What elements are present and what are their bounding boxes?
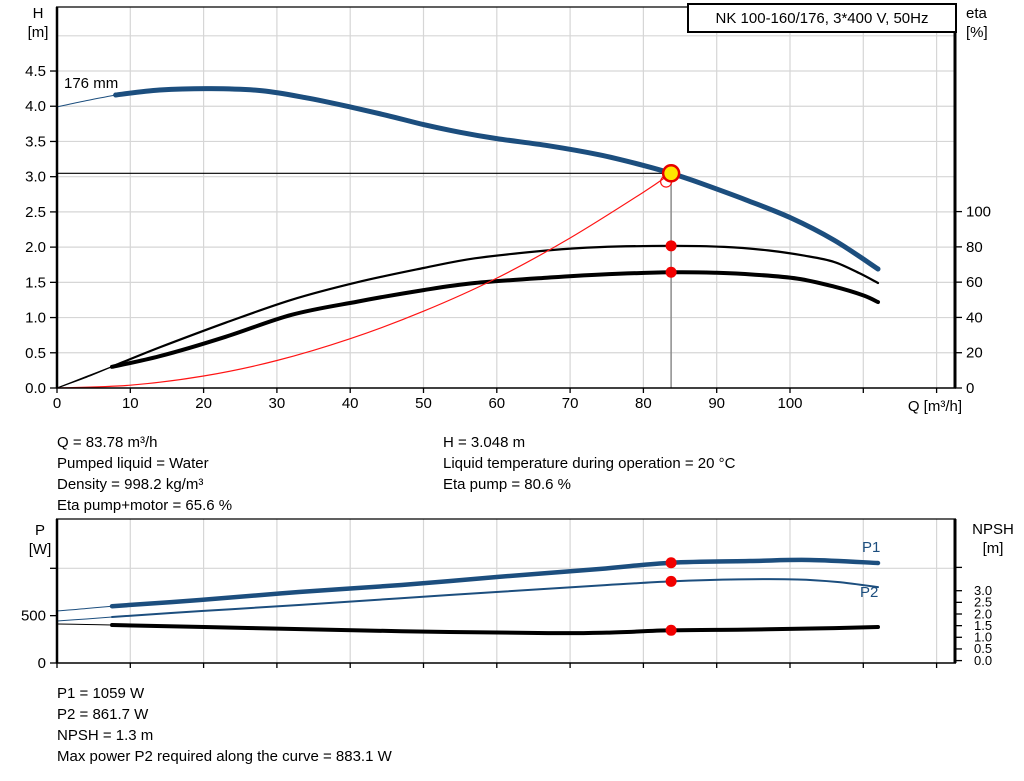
p2-point — [665, 575, 677, 587]
y-right-tick-label: 2.0 — [974, 606, 992, 621]
power-npsh-chart: 0 500 0.00.51.01.52.02.53.0 — [21, 518, 992, 672]
p2-curve — [111, 578, 879, 618]
y-left-tick-label: 4.0 — [25, 98, 46, 115]
y-right-tick-label: 80 — [966, 239, 983, 256]
y-left-tick-label: 500 — [21, 608, 46, 625]
q-axis-label: Q [m³/h] — [907, 398, 962, 415]
y-right-tick-label: 0 — [966, 380, 974, 397]
x-tick-label: 100 — [777, 395, 802, 412]
power-info-block: P1 = 1059 W P2 = 861.7 W NPSH = 1.3 m Ma… — [57, 683, 392, 767]
info-line-p2: P2 = 861.7 W — [57, 706, 149, 723]
y-left-tick-label: 4.5 — [25, 63, 46, 80]
x-tick-label: 30 — [269, 395, 286, 412]
info-line-eta-pump-motor: Eta pump+motor = 65.6 % — [57, 497, 233, 514]
y-right-tick-label: 3.0 — [974, 583, 992, 598]
y-right-tick-label: 0.0 — [974, 653, 992, 668]
y-left-tick-label: 2.5 — [25, 204, 46, 221]
p1-curve — [109, 557, 881, 609]
npsh-axis-label: NPSH [m] — [972, 521, 1014, 557]
y-right-tick-label: 60 — [966, 274, 983, 291]
y-left-tick-label: 1.0 — [25, 310, 46, 327]
y-right-tick-label: 2.5 — [974, 595, 992, 610]
x-tick-label: 40 — [342, 395, 359, 412]
info-line-h: H = 3.048 m — [443, 434, 526, 451]
h-axis-label: H [m] — [27, 5, 49, 41]
info-line-p1: P1 = 1059 W — [57, 685, 145, 702]
x-tick-label: 60 — [488, 395, 505, 412]
y-left-tick-label: 0.5 — [25, 345, 46, 362]
p1-point — [665, 557, 677, 569]
y-right-tick-label: 100 — [966, 204, 991, 221]
qh-eta-chart: 0 10 20 30 40 50 60 70 80 90 100 0.0 0.5 1.0 1.5 2.0 2.5… — [25, 6, 991, 412]
system-curve — [56, 172, 672, 389]
eta-pump-curve — [114, 244, 880, 367]
eta-pump-point — [665, 240, 677, 252]
eta-pump-motor-curve — [110, 270, 880, 369]
npsh-point — [665, 624, 677, 636]
y-left-tick-label: 3.0 — [25, 169, 46, 186]
pump-title-box: NK 100-160/176, 3*400 V, 50Hz — [687, 3, 957, 33]
x-tick-label: 80 — [635, 395, 652, 412]
y-right-tick-label: 1.5 — [974, 618, 992, 633]
p1-curve-lead — [56, 605, 113, 612]
info-line-q: Q = 83.78 m³/h — [57, 434, 158, 451]
eta-pump-motor-point — [665, 266, 677, 278]
impeller-diameter-label: 176 mm — [64, 75, 119, 92]
qh-curve-176mm-lead — [56, 94, 116, 108]
info-line-npsh: NPSH = 1.3 m — [57, 727, 154, 744]
x-tick-label: 90 — [708, 395, 725, 412]
x-tick-label: 10 — [122, 395, 139, 412]
info-line-max-power: Max power P2 required along the curve = … — [57, 748, 392, 765]
x-tick-label: 20 — [195, 395, 212, 412]
info-line-pumped-liquid: Pumped liquid = Water — [57, 455, 209, 472]
y-left-tick-label: 0 — [38, 655, 46, 672]
info-line-density: Density = 998.2 kg/m³ — [57, 476, 204, 493]
npsh-curve — [110, 623, 880, 636]
y-left-tick-label: 1.5 — [25, 274, 46, 291]
x-tick-label: 70 — [562, 395, 579, 412]
duty-info-left: Q = 83.78 m³/h Pumped liquid = Water Den… — [57, 432, 232, 516]
p-axis-label: P [W] — [28, 522, 52, 558]
y-right-tick-label: 0.5 — [974, 641, 992, 656]
npsh-curve-lead — [56, 623, 113, 626]
info-line-liquid-temp: Liquid temperature during operation = 20… — [443, 455, 736, 472]
eta-axis-label: eta [%] — [966, 5, 988, 41]
duty-point-marker[interactable] — [661, 164, 681, 183]
x-tick-label: 50 — [415, 395, 432, 412]
x-tick-label: 0 — [53, 395, 61, 412]
info-line-eta-pump: Eta pump = 80.6 % — [443, 476, 571, 493]
y-left-tick-label: 3.5 — [25, 133, 46, 150]
duty-info-right: H = 3.048 m Liquid temperature during op… — [443, 432, 735, 495]
p1-curve-label: P1 — [862, 539, 881, 556]
y-left-tick-label: 2.0 — [25, 239, 46, 256]
p2-curve-label: P2 — [860, 584, 879, 601]
y-left-tick-label: 0.0 — [25, 380, 46, 397]
gridlines — [57, 519, 955, 663]
qh-curve-176mm — [113, 86, 881, 272]
y-right-tick-label: 1.0 — [974, 630, 992, 645]
y-right-tick-label: 40 — [966, 309, 983, 326]
pump-title: NK 100-160/176, 3*400 V, 50Hz — [715, 9, 929, 27]
p2-curve-lead — [56, 616, 113, 622]
gridlines — [57, 7, 955, 388]
y-right-tick-label: 20 — [966, 345, 983, 362]
eta-pump-motor-curve-lead — [56, 366, 113, 389]
